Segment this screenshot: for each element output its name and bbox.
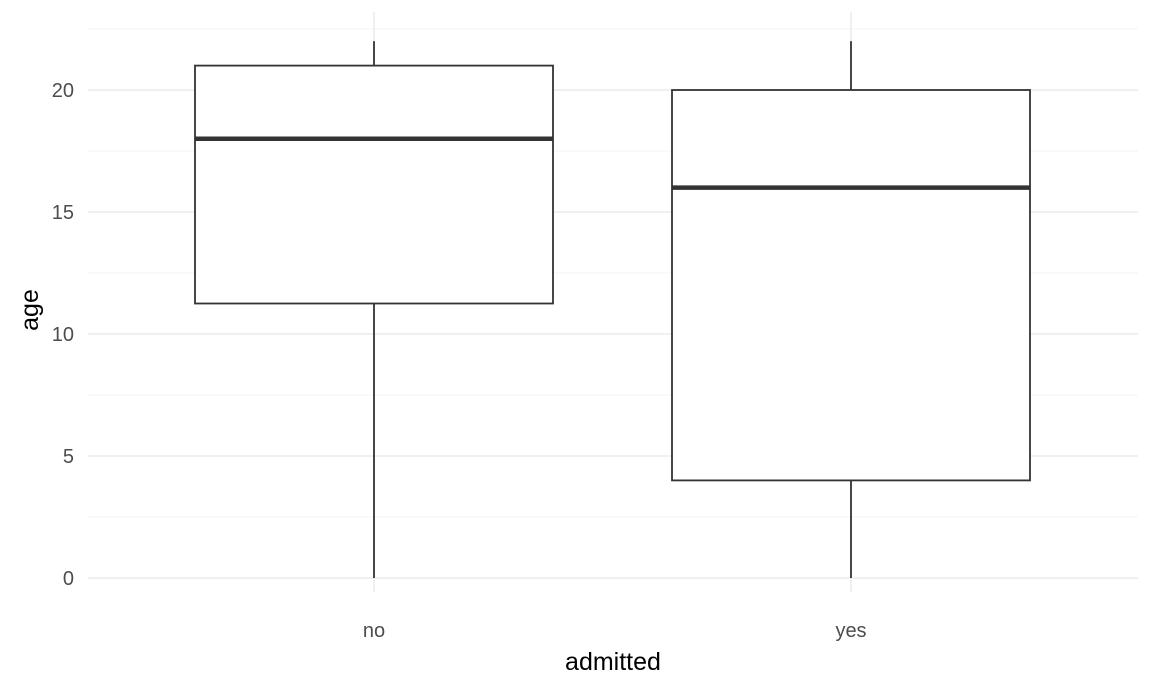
box-yes: [671, 41, 1031, 578]
y-tick-label: 20: [52, 80, 74, 102]
box-no: [194, 41, 554, 578]
y-axis-tick-labels: 0 5 10 15 20: [52, 80, 74, 590]
y-tick-label: 5: [63, 446, 74, 468]
x-tick-label: yes: [835, 620, 866, 642]
y-axis-title: age: [16, 289, 44, 331]
x-axis-title: admitted: [565, 648, 661, 676]
y-tick-label: 0: [63, 568, 74, 590]
y-tick-label: 10: [52, 324, 74, 346]
x-tick-label: no: [363, 620, 385, 642]
x-axis-tick-labels: no yes: [363, 620, 867, 642]
iqr-box: [194, 64, 554, 305]
boxes: [194, 41, 1031, 578]
y-tick-label: 15: [52, 202, 74, 224]
iqr-box: [671, 89, 1031, 482]
